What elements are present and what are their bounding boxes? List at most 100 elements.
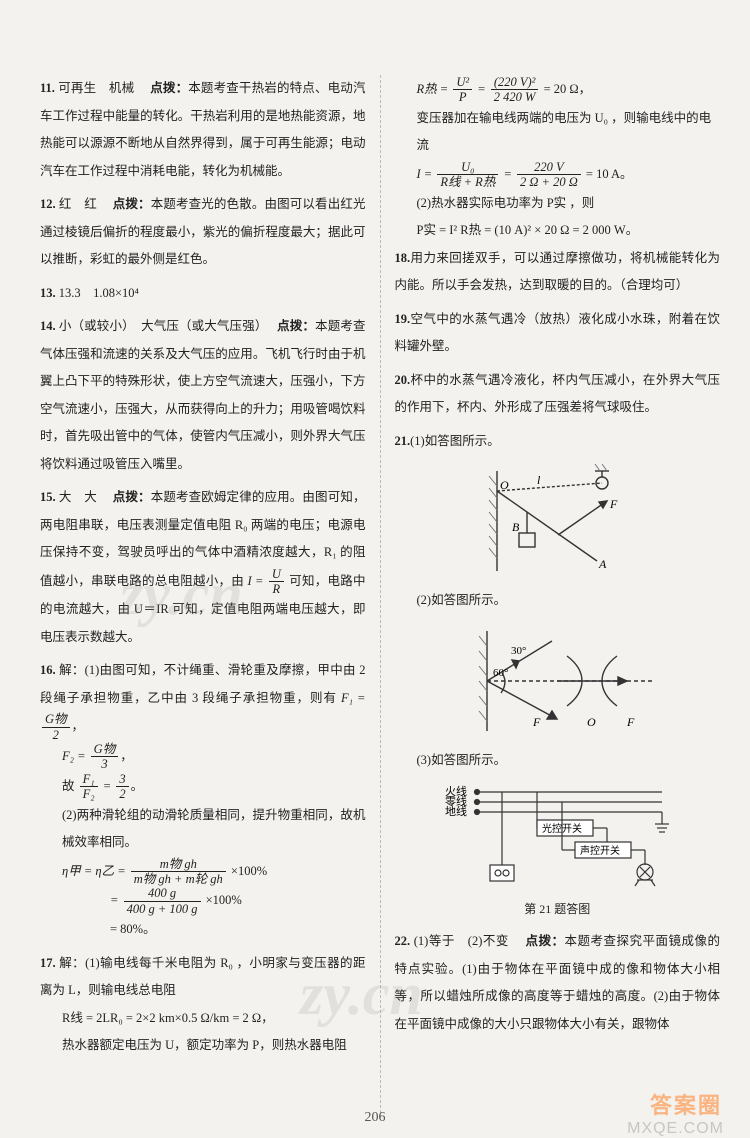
- q17-eqR: R线 = 2LR₀ = 2×2 km×0.5 Ω/km = 2 Ω，: [40, 1005, 366, 1033]
- q16-line3: (2)两种滑轮组的动滑轮质量相同，提升物重相同，故机械效率相同。: [40, 802, 366, 857]
- q22-hint-label: 点拨：: [526, 934, 565, 948]
- fig21-1-svg: O l F B A: [467, 461, 647, 581]
- left-column: 11. 可再生 机械 点拨：本题考查干热岩的特点、电动汽车工作过程中能量的转化。…: [40, 75, 366, 1118]
- q21-b: (2)如答图所示。: [395, 587, 721, 615]
- fig21-2-svg: 30° 60° F O F: [457, 621, 657, 741]
- q16-eta-sym: η甲 = η乙 =: [62, 863, 126, 877]
- fig2-O: O: [587, 715, 596, 729]
- q12: 12. 红 红 点拨：本题考查光的色散。由图可以看出红光通过棱镜后偏折的程度最小…: [40, 191, 366, 274]
- r-R-heat: R热 = U²P = (220 V)²2 420 W = 20 Ω，: [395, 75, 721, 105]
- q15-frac: UR: [269, 567, 284, 597]
- q17-line1: 解：(1)输电线每千米电阻为 R₀ ，小明家与变压器的距离为 L，则输电线总电阻: [40, 956, 366, 998]
- q16-number: 16.: [40, 663, 56, 677]
- q14-number: 14.: [40, 319, 56, 333]
- q15-hint-label: 点拨：: [113, 490, 151, 504]
- q20-text: 杯中的水蒸气遇冷液化，杯内气压减小，在外界大气压的作用下，杯内、外形成了压强差将…: [395, 373, 721, 415]
- q22: 22. (1)等于 (2)不变 点拨：本题考查探究平面镜成像的特点实验。(1)由…: [395, 928, 721, 1038]
- q22-number: 22.: [395, 934, 411, 948]
- fig1-A: A: [598, 557, 607, 571]
- q15-number: 15.: [40, 490, 56, 504]
- q22-answer: (1)等于 (2)不变: [414, 934, 509, 948]
- q13-answer: 13.3 1.08×10⁴: [59, 286, 139, 300]
- q19-text: 空气中的水蒸气遇冷（放热）液化成小水珠，附着在饮料罐外壁。: [395, 312, 721, 354]
- fig1-B: B: [512, 520, 520, 534]
- q16-pct: ×100%: [231, 863, 267, 877]
- q21-number: 21.: [395, 434, 411, 448]
- q19: 19.空气中的水蒸气遇冷（放热）液化成小水珠，附着在饮料罐外壁。: [395, 306, 721, 361]
- q17-line2: 热水器额定电压为 U，额定功率为 P，则热水器电阻: [40, 1032, 366, 1060]
- r-t1: 变压器加在输电线两端的电压为 U₀ ，则输电线中的电流: [395, 105, 721, 160]
- q11-number: 11.: [40, 81, 55, 95]
- q21: 21.(1)如答图所示。: [395, 428, 721, 923]
- fig2-30: 30°: [511, 645, 526, 657]
- lbl-ground: 地线: [445, 804, 467, 818]
- q16-num-line: = 400 g400 g + 100 g ×100%: [40, 886, 366, 916]
- brand-logo: 答案圈: [650, 1088, 722, 1120]
- q15-answer: 大 大: [59, 490, 97, 504]
- q16-line1: 解：(1)由图可知，不计绳重、滑轮重及摩擦，甲中由 2 段绳子承担物重，乙中由 …: [40, 663, 366, 705]
- q16-eta-frac: m物 ghm物 gh + m轮 gh: [131, 857, 226, 887]
- q17: 17. 解：(1)输电线每千米电阻为 R₀ ，小明家与变压器的距离为 L，则输电…: [40, 950, 366, 1060]
- r1-frac-b: (220 V)²2 420 W: [491, 75, 539, 105]
- q22-text: 本题考查探究平面镜成像的特点实验。(1)由于物体在平面镜中成的像和物体大小相等，…: [395, 934, 721, 1031]
- q11-hint-label: 点拨：: [150, 81, 188, 95]
- q18-text: 用力来回搓双手，可以通过摩擦做功，将机械能转化为内能。所以手会发热，达到取暖的目…: [395, 251, 721, 293]
- q16-num-frac: 400 g400 g + 100 g: [124, 886, 201, 916]
- q16-frac3: F₁F₂: [80, 772, 98, 802]
- fig2-F1: F: [532, 715, 541, 729]
- q16-result: = 80%。: [40, 916, 366, 944]
- q16-eq-F2: F₂ =: [62, 749, 86, 763]
- q21-c: (3)如答图所示。: [395, 747, 721, 775]
- q17-number: 17.: [40, 956, 56, 970]
- q13-number: 13.: [40, 286, 56, 300]
- q15: 15. 大 大 点拨：本题考查欧姆定律的应用。由图可知，两电阻串联，电压表测量定…: [40, 484, 366, 651]
- q16-eta-line: η甲 = η乙 = m物 ghm物 gh + m轮 gh ×100%: [40, 857, 366, 887]
- q16-frac4: 32: [116, 772, 128, 802]
- q12-answer: 红 红: [59, 197, 97, 211]
- q18: 18.用力来回搓双手，可以通过摩擦做功，将机械能转化为内能。所以手会发热，达到取…: [395, 245, 721, 300]
- q15-eq-I: I =: [247, 573, 263, 587]
- i-frac-a: U₀R线 + R热: [437, 160, 498, 190]
- q12-number: 12.: [40, 197, 56, 211]
- q20-number: 20.: [395, 373, 411, 387]
- q14-text: 本题考查气体压强和流速的关系及大气压的应用。飞机飞行时由于机翼上凸下平的特殊形状…: [40, 319, 366, 471]
- fig1-l: l: [537, 473, 541, 487]
- q16-eq-F2-line: F₂ = G物3，: [40, 742, 366, 772]
- q19-number: 19.: [395, 312, 411, 326]
- fig21-3-svg: 火线 零线 地线 光控开关 声控开关: [427, 780, 687, 890]
- fig2-F2: F: [626, 715, 635, 729]
- lbl-sw2: 声控开关: [580, 844, 620, 857]
- fig1-O: O: [500, 478, 509, 492]
- fig1-F: F: [609, 497, 618, 511]
- q13: 13. 13.3 1.08×10⁴: [40, 280, 366, 308]
- r-t2: (2)热水器实际电功率为 P实 ，则: [395, 190, 721, 218]
- q11-text: 本题考查干热岩的特点、电动汽车工作过程中能量的转化。干热岩利用的是地热能资源，地…: [40, 81, 366, 178]
- q11: 11. 可再生 机械 点拨：本题考查干热岩的特点、电动汽车工作过程中能量的转化。…: [40, 75, 366, 185]
- r-I-line: I = U₀R线 + R热 = 220 V2 Ω + 20 Ω = 10 A。: [395, 160, 721, 190]
- q16-frac2: G物3: [91, 742, 119, 772]
- q11-answer: 可再生 机械: [58, 81, 134, 95]
- r1-frac-a: U²P: [453, 75, 472, 105]
- r-P-eq: P实 = I² R热 = (10 A)² × 20 Ω = 2 000 W。: [395, 217, 721, 245]
- fig2-60: 60°: [493, 667, 508, 679]
- i-frac-b: 220 V2 Ω + 20 Ω: [517, 160, 581, 190]
- r1-res: = 20 Ω，: [544, 82, 592, 96]
- lbl-sw1: 光控开关: [542, 822, 582, 835]
- page-content: 11. 可再生 机械 点拨：本题考查干热岩的特点、电动汽车工作过程中能量的转化。…: [40, 75, 720, 1118]
- brand-url: MXQE.COM: [627, 1120, 724, 1138]
- q14: 14. 小（或较小） 大气压（或大气压强） 点拨：本题考查气体压强和流速的关系及…: [40, 313, 366, 478]
- q16-eq-F1: F₁ =: [341, 691, 366, 705]
- i-res: = 10 A。: [586, 167, 633, 181]
- q21-caption: 第 21 题答图: [395, 896, 721, 922]
- q16-line2: 故: [62, 779, 75, 793]
- q18-number: 18.: [395, 251, 411, 265]
- q20: 20.杯中的水蒸气遇冷液化，杯内气压减小，在外界大气压的作用下，杯内、外形成了压…: [395, 367, 721, 422]
- column-separator: [380, 75, 381, 1118]
- q16-pct2: ×100%: [206, 893, 242, 907]
- q16-ratio-line: 故 F₁F₂ = 32。: [40, 772, 366, 802]
- q21-a: (1)如答图所示。: [410, 434, 500, 448]
- right-column: R热 = U²P = (220 V)²2 420 W = 20 Ω， 变压器加在…: [395, 75, 721, 1118]
- q14-answer: 小（或较小） 大气压（或大气压强）: [59, 319, 261, 333]
- q16: 16. 解：(1)由图可知，不计绳重、滑轮重及摩擦，甲中由 2 段绳子承担物重，…: [40, 657, 366, 943]
- q14-hint-label: 点拨：: [277, 319, 315, 333]
